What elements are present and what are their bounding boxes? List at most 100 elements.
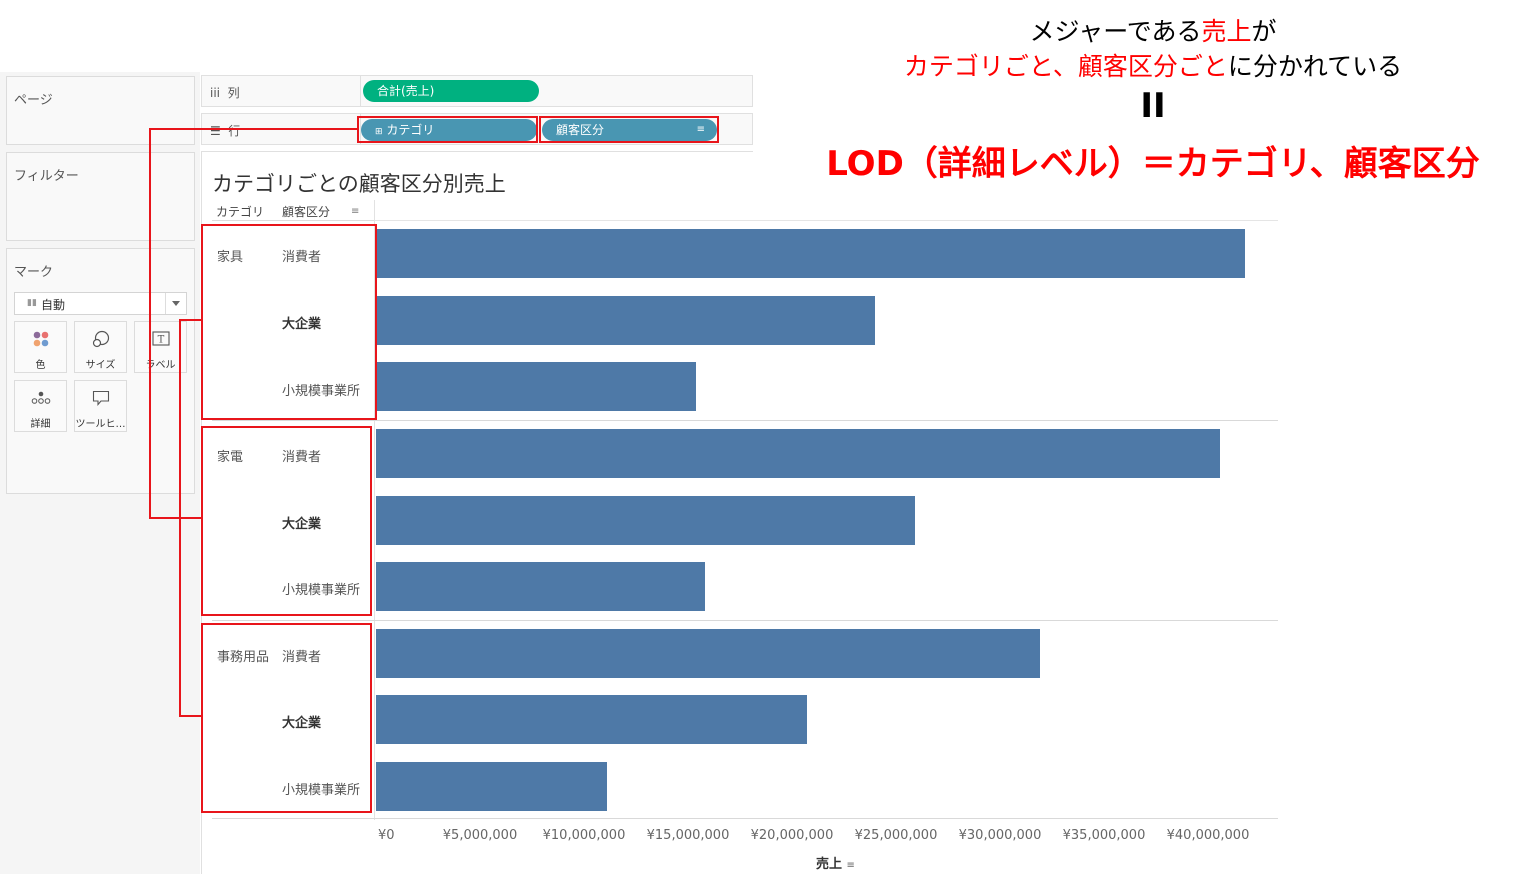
rows-shelf-label: ☰ 行 xyxy=(210,122,240,139)
x-axis-tick: ¥25,000,000 xyxy=(854,828,938,843)
marks-card: マーク ▮▮ 自動 色 サイズ T ラベル xyxy=(6,248,195,494)
row-segment[interactable]: 大企業 xyxy=(282,517,322,532)
x-axis-title-text: 売上 xyxy=(816,857,843,872)
connector-line xyxy=(149,517,201,519)
x-axis-tick: ¥40,000,000 xyxy=(1166,828,1250,843)
sum-sales-pill[interactable]: 合計(売上) xyxy=(363,80,539,102)
annotation-line-1: メジャーである売上が xyxy=(770,12,1536,48)
marks-title: マーク xyxy=(14,265,54,280)
header-segment[interactable]: 顧客区分 xyxy=(282,205,331,219)
connector-line xyxy=(179,715,201,717)
sort-icon[interactable]: ≡ xyxy=(351,206,360,217)
header-underline xyxy=(212,220,374,221)
segment-pill-label: 顧客区分 xyxy=(556,123,605,137)
sum-sales-pill-label: 合計(売上) xyxy=(377,84,435,98)
annotation-equals: II xyxy=(1140,86,1166,126)
x-axis-tick: ¥35,000,000 xyxy=(1062,828,1146,843)
columns-shelf-label: iii 列 xyxy=(210,84,240,101)
annotation-text: に分かれている xyxy=(1227,52,1403,81)
mark-type-dropdown[interactable]: ▮▮ 自動 xyxy=(14,292,187,315)
annotation-highlight: カテゴリごと、 xyxy=(903,52,1078,81)
row-segment[interactable]: 消費者 xyxy=(282,650,322,665)
pane-top-border xyxy=(374,220,1278,221)
size-button[interactable]: サイズ xyxy=(74,321,127,373)
x-axis-tick: ¥20,000,000 xyxy=(750,828,834,843)
category-pill-label: カテゴリ xyxy=(386,123,435,137)
bar[interactable] xyxy=(376,362,697,411)
label-label: ラベル xyxy=(145,360,176,371)
bar[interactable] xyxy=(376,229,1246,278)
left-pane: ページ フィルター マーク ▮▮ 自動 色 サイズ T ラベル xyxy=(0,72,200,874)
highlight-category-pill xyxy=(357,116,538,143)
chevron-down-icon[interactable] xyxy=(165,293,186,314)
shelf-divider xyxy=(360,76,361,106)
row-segment[interactable]: 小規模事業所 xyxy=(282,384,361,399)
connector-line xyxy=(179,319,201,321)
color-label: 色 xyxy=(35,360,46,371)
tooltip-button[interactable]: ツールヒ… xyxy=(74,380,127,432)
detail-button[interactable]: 詳細 xyxy=(14,380,67,432)
bar[interactable] xyxy=(376,496,915,545)
connector-line xyxy=(179,319,181,717)
pages-card[interactable]: ページ xyxy=(6,76,195,145)
columns-label-text: 列 xyxy=(227,86,240,100)
x-axis-line xyxy=(212,818,1278,819)
x-axis-tick: ¥15,000,000 xyxy=(646,828,730,843)
bar[interactable] xyxy=(376,562,705,611)
x-axis-title[interactable]: 売上 ≡ xyxy=(816,853,855,872)
segment-pill[interactable]: 顧客区分 ≡ xyxy=(542,119,717,141)
svg-text:T: T xyxy=(157,335,164,346)
annotation-text: が xyxy=(1251,17,1277,46)
row-segment[interactable]: 小規模事業所 xyxy=(282,783,361,798)
row-segment[interactable]: 大企業 xyxy=(282,716,322,731)
annotation-text: メジャーである xyxy=(1029,17,1202,46)
label-icon: T xyxy=(135,330,186,348)
row-segment[interactable]: 消費者 xyxy=(282,250,322,265)
bar-chart-icon: ▮▮ xyxy=(27,298,37,308)
tooltip-label: ツールヒ… xyxy=(75,419,126,430)
tooltip-icon xyxy=(75,389,126,407)
bar[interactable] xyxy=(376,762,607,811)
row-segment[interactable]: 消費者 xyxy=(282,450,322,465)
size-icon xyxy=(75,330,126,348)
highlight-office-group xyxy=(201,623,372,813)
bar[interactable] xyxy=(376,296,876,345)
rows-label-text: 行 xyxy=(228,124,241,138)
filters-title: フィルター xyxy=(14,169,79,184)
label-button[interactable]: T ラベル xyxy=(134,321,187,373)
pages-title: ページ xyxy=(14,93,53,108)
pane-left-border xyxy=(374,200,375,820)
bar[interactable] xyxy=(376,629,1040,678)
size-label: サイズ xyxy=(85,360,116,371)
filters-card[interactable]: フィルター xyxy=(6,152,195,241)
sort-icon[interactable]: ≡ xyxy=(846,860,855,871)
bar[interactable] xyxy=(376,429,1221,478)
bar[interactable] xyxy=(376,695,807,744)
sort-icon[interactable]: ≡ xyxy=(696,124,705,135)
annotation-line-2: カテゴリごと、顧客区分ごとに分かれている xyxy=(770,47,1536,83)
detail-icon xyxy=(15,389,66,407)
row-segment[interactable]: 大企業 xyxy=(282,317,322,332)
row-category-furniture[interactable]: 家具 xyxy=(217,250,244,265)
mark-type-value: 自動 xyxy=(41,298,66,312)
annotation-highlight: 顧客区分ごと xyxy=(1077,52,1228,81)
highlight-appliances-group xyxy=(201,426,372,616)
row-category-appliances[interactable]: 家電 xyxy=(217,450,244,465)
color-button[interactable]: 色 xyxy=(14,321,67,373)
highlight-segment-pill xyxy=(539,116,719,143)
group-separator xyxy=(212,420,1278,421)
annotation-lod: LOD（詳細レベル）＝カテゴリ、顧客区分 xyxy=(826,144,1480,184)
detail-label: 詳細 xyxy=(30,419,51,430)
columns-shelf[interactable]: iii 列 合計(売上) xyxy=(201,75,753,107)
expand-icon[interactable]: ⊞ xyxy=(375,127,383,137)
connector-line xyxy=(149,128,357,130)
columns-icon: iii xyxy=(210,86,221,100)
row-category-office[interactable]: 事務用品 xyxy=(217,650,270,665)
row-segment[interactable]: 小規模事業所 xyxy=(282,583,361,598)
x-axis-tick: ¥0 xyxy=(378,828,395,843)
header-category[interactable]: カテゴリ xyxy=(216,205,265,219)
shelf-divider xyxy=(360,114,361,144)
category-pill[interactable]: ⊞ カテゴリ xyxy=(361,119,537,141)
x-axis-tick: ¥5,000,000 xyxy=(442,828,518,843)
rows-shelf[interactable]: ☰ 行 ⊞ カテゴリ 顧客区分 ≡ xyxy=(201,113,753,145)
